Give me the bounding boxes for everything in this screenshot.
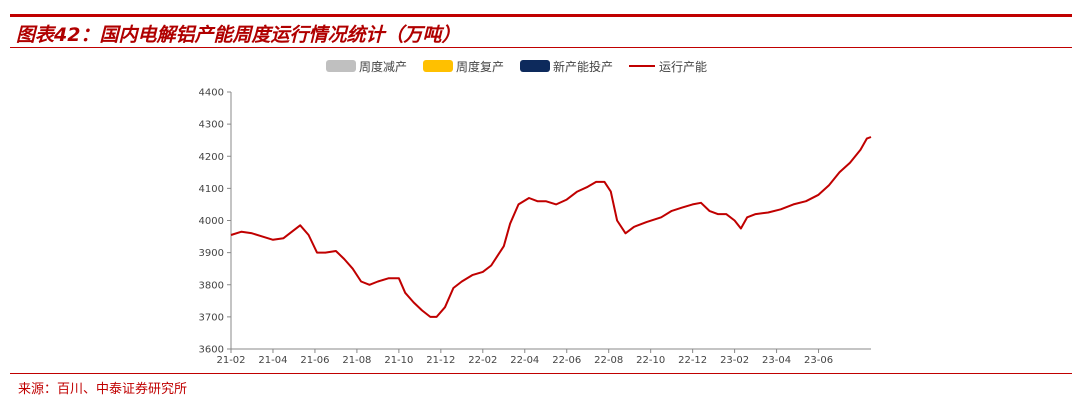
x-tick-label: 22-04 <box>510 355 539 366</box>
x-tick-label: 21-08 <box>342 355 371 366</box>
y-tick-label: 4100 <box>199 184 224 195</box>
x-tick-label: 21-02 <box>216 355 245 366</box>
legend-label-weekly-cut: 周度减产 <box>359 59 408 74</box>
bottom-rule <box>10 373 1072 374</box>
legend-swatch-weekly-cut <box>326 60 356 72</box>
x-tick-label: 21-12 <box>426 355 455 366</box>
legend-swatch-weekly-resume <box>423 60 454 72</box>
x-tick-label: 21-04 <box>258 355 287 366</box>
y-tick-label: 4000 <box>199 216 224 227</box>
legend-item-weekly-resume: 周度复产 <box>423 58 504 75</box>
legend-label-operating: 运行产能 <box>659 59 708 74</box>
x-tick-label: 22-08 <box>594 355 623 366</box>
x-tick-label: 22-06 <box>552 355 581 366</box>
series-line-operating <box>230 136 872 318</box>
legend-label-weekly-resume: 周度复产 <box>456 59 505 74</box>
chart-legend: 周度减产 周度复产 新产能投产 运行产能 <box>326 57 723 75</box>
y-tick-label: 3800 <box>199 280 224 291</box>
title-rule <box>10 47 1072 48</box>
legend-item-new-capacity: 新产能投产 <box>520 58 613 75</box>
x-tick-label: 23-06 <box>804 355 833 366</box>
legend-item-weekly-cut: 周度减产 <box>326 58 407 75</box>
x-tick-label: 22-02 <box>468 355 497 366</box>
y-tick-label: 3700 <box>199 312 224 323</box>
legend-swatch-new-capacity <box>520 60 551 72</box>
y-tick-label: 3900 <box>199 248 224 259</box>
y-tick-label: 4400 <box>199 88 224 99</box>
x-tick-label: 22-12 <box>678 355 707 366</box>
y-tick-label: 4300 <box>199 120 224 131</box>
top-rule <box>10 14 1072 17</box>
y-tick-label: 4200 <box>199 152 224 163</box>
legend-swatch-operating <box>629 65 656 67</box>
x-tick-label: 23-04 <box>762 355 791 366</box>
x-tick-label: 21-10 <box>384 355 413 366</box>
legend-label-new-capacity: 新产能投产 <box>553 59 614 74</box>
x-tick-label: 23-02 <box>720 355 749 366</box>
y-tick-label: 3600 <box>199 345 224 356</box>
legend-item-operating: 运行产能 <box>629 58 707 75</box>
x-tick-label: 22-10 <box>636 355 665 366</box>
source-note: 来源：百川、中泰证券研究所 <box>18 382 188 397</box>
chart-title: 图表42：国内电解铝产能周度运行情况统计（万吨） <box>16 24 461 46</box>
x-tick-label: 21-06 <box>300 355 329 366</box>
